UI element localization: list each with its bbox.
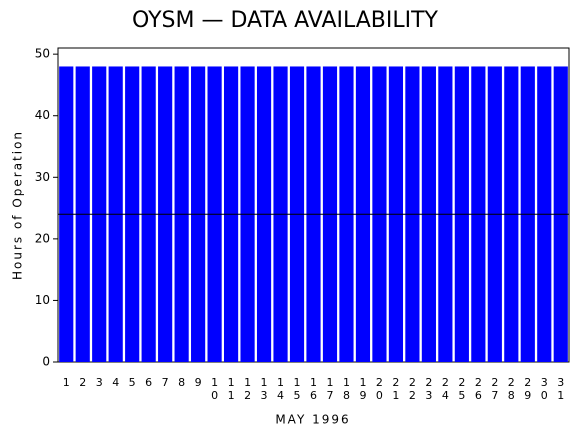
- x-tick-label: 2: [76, 376, 89, 389]
- y-tick-label: 30: [35, 170, 50, 184]
- x-tick-label: 1: [60, 376, 73, 389]
- x-tick-label: 26: [472, 376, 485, 402]
- x-tick-label: 16: [307, 376, 320, 402]
- x-tick-label: 12: [241, 376, 254, 402]
- x-tick-label: 31: [554, 376, 567, 402]
- x-tick-label: 24: [439, 376, 452, 402]
- x-tick-label: 4: [109, 376, 122, 389]
- y-axis-label: Hours of Operation: [11, 130, 25, 280]
- x-tick-label: 17: [323, 376, 336, 402]
- x-tick-label: 29: [521, 376, 534, 402]
- x-tick-label: 20: [373, 376, 386, 402]
- x-tick-label: 3: [93, 376, 106, 389]
- y-tick-label: 40: [35, 108, 50, 122]
- x-tick-label: 14: [274, 376, 287, 402]
- x-tick-label: 28: [505, 376, 518, 402]
- x-tick-label: 25: [455, 376, 468, 402]
- x-tick-label: 21: [389, 376, 402, 402]
- x-tick-label: 6: [142, 376, 155, 389]
- y-tick-label: 20: [35, 231, 50, 245]
- x-tick-label: 5: [126, 376, 139, 389]
- x-tick-label: 18: [340, 376, 353, 402]
- y-tick-label: 50: [35, 47, 50, 61]
- x-tick-label: 15: [291, 376, 304, 402]
- y-tick-label: 10: [35, 293, 50, 307]
- x-tick-label: 22: [406, 376, 419, 402]
- chart-title: OYSM — DATA AVAILABILITY: [132, 8, 439, 33]
- x-tick-label: 7: [159, 376, 172, 389]
- x-tick-label: 19: [356, 376, 369, 402]
- x-tick-label: 30: [538, 376, 551, 402]
- x-tick-label: 13: [258, 376, 271, 402]
- x-tick-label: 10: [208, 376, 221, 402]
- y-tick-label: 0: [42, 355, 50, 369]
- x-tick-label: 9: [192, 376, 205, 389]
- x-tick-label: 11: [225, 376, 238, 402]
- x-tick-label: 8: [175, 376, 188, 389]
- x-axis-label: MAY 1996: [275, 413, 350, 427]
- x-tick-label: 27: [488, 376, 501, 402]
- x-tick-label: 23: [422, 376, 435, 402]
